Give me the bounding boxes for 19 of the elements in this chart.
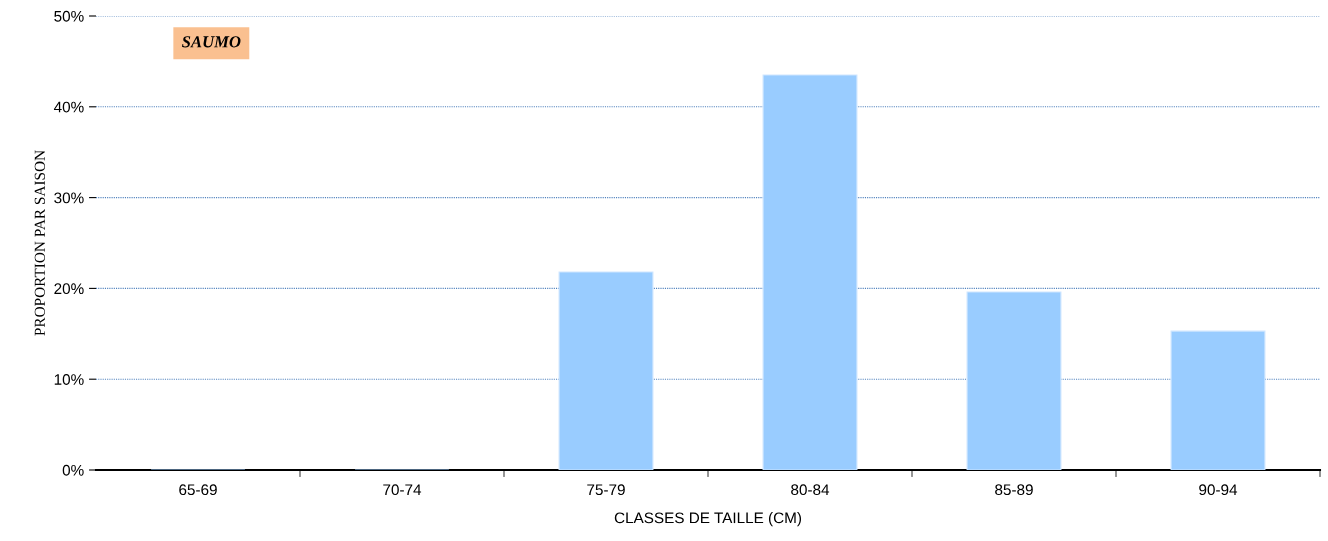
y-tick-label: 10% (54, 374, 84, 385)
y-axis-title: PROPORTION PAR SAISON (34, 150, 45, 336)
y-tick-label: 0% (62, 464, 84, 476)
x-tick-label: 75-79 (587, 484, 625, 496)
bar (1170, 330, 1266, 470)
annotation: SAUMO (181, 36, 241, 48)
x-tick-label: 70-74 (383, 484, 422, 496)
x-tick-label: 85-89 (995, 484, 1033, 496)
x-axis-title: CLASSES DE TAILLE (CM) (614, 512, 802, 527)
y-tick-label: 30% (54, 192, 84, 204)
bar (966, 291, 1062, 470)
bar (762, 74, 858, 470)
bar (558, 271, 654, 470)
y-tick-label: 50% (54, 10, 84, 22)
x-tick-label: 90-94 (1199, 484, 1238, 496)
y-tick-label: 40% (53, 101, 84, 113)
x-tick-label: 80-84 (791, 484, 830, 496)
x-tick-label: 65-69 (179, 484, 217, 496)
y-tick-label: 20% (54, 283, 84, 295)
